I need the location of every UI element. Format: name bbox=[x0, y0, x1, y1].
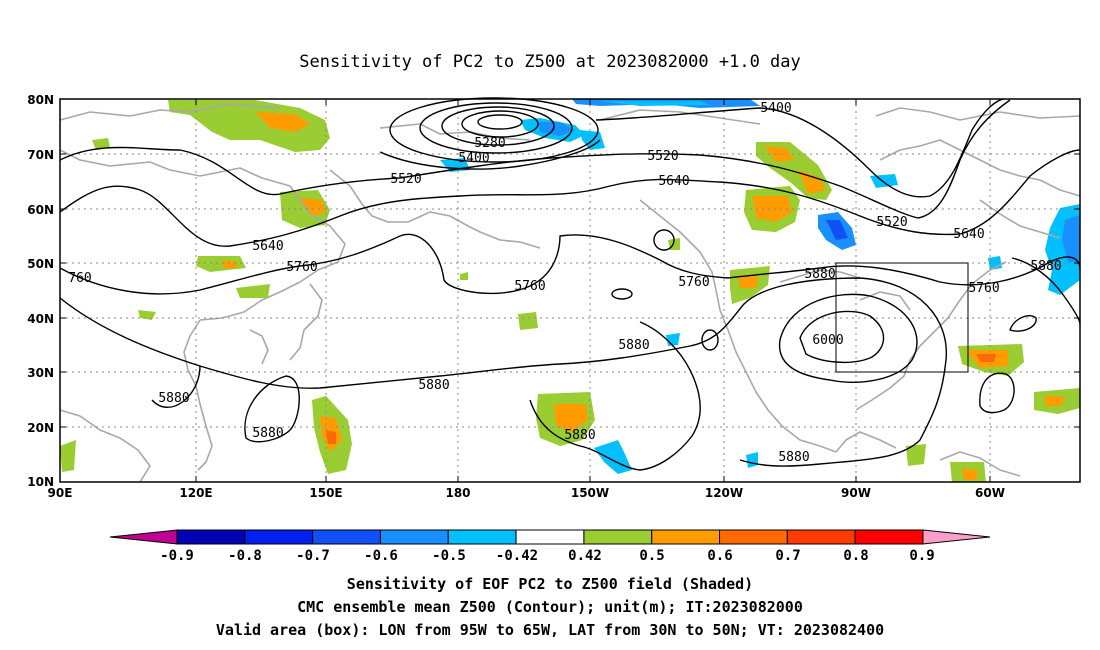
contour-label: 5640 bbox=[252, 239, 283, 254]
contour-label: 5880 bbox=[618, 338, 649, 353]
contour-label: 5880 bbox=[158, 391, 189, 406]
contour-label: 760 bbox=[68, 271, 91, 286]
colorbar-tick-label: 0.6 bbox=[707, 548, 732, 564]
lat-label: 30N bbox=[27, 366, 54, 380]
lon-label: 90W bbox=[841, 486, 871, 500]
contour-label: 5760 bbox=[678, 275, 709, 290]
colorbar-tick-label: -0.5 bbox=[432, 548, 466, 564]
lon-label: 120E bbox=[179, 486, 212, 500]
z500-contours bbox=[59, 97, 1081, 471]
lon-label: 150E bbox=[309, 486, 342, 500]
contour-label: 5280 bbox=[474, 136, 505, 151]
lat-lon-grid bbox=[60, 99, 1080, 482]
colorbar-tick-label: -0.7 bbox=[296, 548, 330, 564]
colorbar-max-arrow bbox=[922, 529, 991, 545]
lat-label: 70N bbox=[27, 148, 54, 162]
colorbar-tick-label: 0.9 bbox=[909, 548, 934, 564]
colorbar-segment bbox=[719, 529, 788, 545]
contour-label: 5880 bbox=[418, 378, 449, 393]
colorbar-segment bbox=[583, 529, 653, 545]
lon-label: 120W bbox=[705, 486, 743, 500]
colorbar-tick-label: -0.42 bbox=[496, 548, 538, 564]
contour-label: 5880 bbox=[252, 426, 283, 441]
lon-label: 60W bbox=[975, 486, 1005, 500]
contour-label: 5880 bbox=[778, 450, 809, 465]
contour-label: 5880 bbox=[1030, 259, 1061, 274]
colorbar-segment bbox=[312, 529, 381, 545]
lat-label: 60N bbox=[27, 203, 54, 217]
colorbar-segment bbox=[651, 529, 721, 545]
caption-block: Sensitivity of EOF PC2 to Z500 field (Sh… bbox=[216, 575, 884, 639]
contour-label-group: 5400 5280 5400 5520 5520 5520 5640 5640 … bbox=[68, 101, 1061, 465]
contour-label: 5640 bbox=[658, 174, 689, 189]
colorbar-segment bbox=[515, 529, 585, 545]
contour-label: 5760 bbox=[968, 281, 999, 296]
figure-title: Sensitivity of PC2 to Z500 at 2023082000… bbox=[299, 52, 801, 72]
caption-line: CMC ensemble mean Z500 (Contour); unit(m… bbox=[297, 598, 803, 616]
lat-label: 40N bbox=[27, 312, 54, 326]
map-frame bbox=[59, 98, 1081, 483]
contour-label: 5520 bbox=[647, 149, 678, 164]
colorbar-segment bbox=[854, 529, 924, 545]
lon-label: 180 bbox=[445, 486, 470, 500]
colorbar-segment bbox=[176, 529, 246, 545]
contour-label: 5880 bbox=[804, 267, 835, 282]
longitude-labels: 90E 120E 150E 180 150W 120W 90W 60W bbox=[48, 486, 1005, 500]
contour-label: 5520 bbox=[876, 215, 907, 230]
contour-label: 5880 bbox=[564, 428, 595, 443]
contour-label: 5640 bbox=[953, 227, 984, 242]
valid-area-box bbox=[835, 262, 969, 373]
contour-label: 5760 bbox=[514, 279, 545, 294]
colorbar-segment bbox=[786, 529, 856, 545]
colorbar-tick-label: 0.5 bbox=[639, 548, 664, 564]
lat-label: 10N bbox=[27, 475, 54, 489]
colorbar-segment bbox=[379, 529, 449, 545]
colorbar-tick-label: -0.9 bbox=[160, 548, 194, 564]
lat-label: 50N bbox=[27, 257, 54, 271]
contour-label: 5400 bbox=[760, 101, 791, 116]
caption-line: Valid area (box): LON from 95W to 65W, L… bbox=[216, 621, 884, 639]
colorbar-segment bbox=[447, 529, 517, 545]
contour-label: 5760 bbox=[286, 260, 317, 275]
colorbar bbox=[109, 529, 991, 545]
colorbar-tick-label: 0.8 bbox=[843, 548, 868, 564]
colorbar-segment bbox=[244, 529, 314, 545]
colorbar-tick-label: 0.42 bbox=[568, 548, 602, 564]
lon-label: 150W bbox=[571, 486, 609, 500]
contour-label: 5400 bbox=[458, 151, 489, 166]
map-panel: 5400 5280 5400 5520 5520 5520 5640 5640 … bbox=[27, 93, 1081, 500]
coastlines bbox=[59, 103, 1081, 483]
colorbar-min-arrow bbox=[109, 529, 178, 545]
lat-label: 80N bbox=[27, 93, 54, 107]
contour-label: 5520 bbox=[390, 172, 421, 187]
latitude-labels: 80N 70N 60N 50N 40N 30N 20N 10N bbox=[27, 93, 54, 489]
colorbar-labels: -0.9 -0.8 -0.7 -0.6 -0.5 -0.42 0.42 0.5 … bbox=[160, 548, 935, 564]
sensitivity-shading bbox=[60, 99, 1080, 482]
colorbar-tick-label: -0.6 bbox=[364, 548, 398, 564]
lon-label: 90E bbox=[48, 486, 73, 500]
axis-ticks bbox=[60, 99, 1080, 482]
contour-label: 6000 bbox=[812, 333, 843, 348]
colorbar-tick-label: -0.8 bbox=[228, 548, 262, 564]
caption-line: Sensitivity of EOF PC2 to Z500 field (Sh… bbox=[347, 575, 753, 593]
lat-label: 20N bbox=[27, 421, 54, 435]
colorbar-tick-label: 0.7 bbox=[775, 548, 800, 564]
